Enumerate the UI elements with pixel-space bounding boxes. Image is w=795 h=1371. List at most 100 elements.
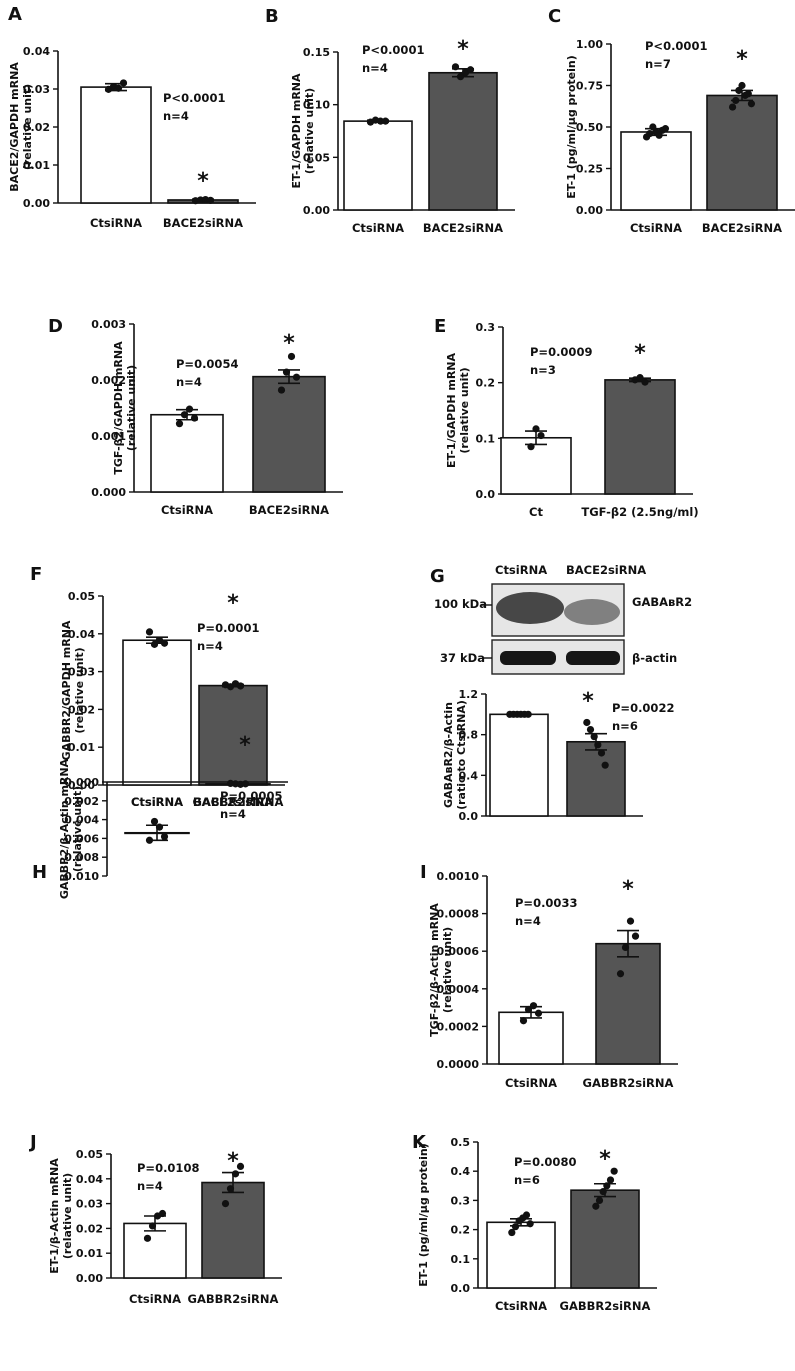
data-point	[728, 103, 737, 111]
y-axis-label: ET-1 (pg/ml/µg protein)	[565, 55, 578, 199]
blot-target-beta-actin: β-actin	[632, 651, 677, 665]
data-point	[231, 1170, 240, 1178]
data-point	[511, 1223, 520, 1231]
data-point	[451, 63, 460, 71]
p-value-label: P=0.0108	[137, 1161, 199, 1175]
y-tick-label: 0.03	[76, 1198, 103, 1211]
data-point	[158, 1209, 167, 1218]
blot-band-gababr2-kd	[564, 599, 620, 625]
blot-band-gababr2-ct	[496, 592, 564, 624]
y-axis-label: ET-1 (pg/ml/µg protein)	[417, 1143, 430, 1287]
data-point	[527, 443, 535, 451]
y-tick-label: 0.010	[64, 870, 99, 883]
chart-panel-c: 0.00 0.25 0.50 0.75 1.00 ET-1 (pg/ml/µg prote…	[565, 38, 795, 235]
data-point	[590, 733, 598, 741]
y-tick-label: 0.04	[23, 45, 50, 58]
y-tick-label: 0.0	[451, 1282, 471, 1295]
y-axis-label: (relative unit)	[61, 1173, 74, 1259]
y-axis-label: (relative unit)	[73, 647, 86, 733]
data-point	[621, 943, 630, 952]
bar-treatment	[198, 684, 268, 786]
y-tick-label: 0.02	[68, 703, 95, 716]
y-tick-label: 0.006	[64, 832, 99, 845]
blot-marker-37kda: 37 kDa	[440, 651, 485, 665]
x-category-label: CtsiRNA	[495, 1299, 547, 1313]
data-point	[287, 352, 296, 361]
panel-letter-h: H	[32, 862, 47, 883]
y-axis-label: (relative unit)	[303, 88, 316, 174]
data-point	[636, 374, 644, 382]
panel-letter-i: I	[420, 862, 427, 883]
y-tick-label: 0.0	[459, 810, 479, 823]
bar-treatment	[706, 94, 778, 211]
p-value-label: P<0.0001	[645, 39, 707, 53]
data-point	[592, 1202, 600, 1210]
y-tick-label: 0.3	[451, 1194, 471, 1207]
y-tick-label: 0.05	[303, 151, 330, 164]
bar-control	[150, 413, 224, 493]
y-axis-label: GABBR2/β-Actin mRNA	[58, 758, 71, 899]
n-label: n=4	[176, 375, 202, 389]
y-tick-label: 0.8	[459, 729, 479, 742]
significance-star: *	[227, 1149, 239, 1174]
y-tick-label: 0.25	[576, 163, 603, 176]
x-category-label: CtsiRNA	[90, 216, 142, 230]
data-point	[599, 1188, 607, 1196]
x-category-label: CtsiRNA	[131, 795, 183, 809]
x-category-label: GABBR2siRNA	[560, 1299, 651, 1313]
p-value-label: P<0.0001	[362, 43, 424, 57]
x-category-label: GABBR2siRNA	[193, 795, 284, 809]
y-tick-label: 0.0010	[437, 870, 480, 883]
data-point	[185, 405, 194, 413]
panel-letter-e: E	[434, 316, 446, 337]
significance-star: *	[599, 1147, 611, 1172]
y-tick-label: 0.00	[576, 204, 603, 217]
y-tick-label: 0.2	[476, 377, 496, 390]
y-axis-label: (relative unit)	[71, 786, 84, 872]
y-tick-label: 0.04	[68, 628, 95, 641]
bar-treatment	[566, 740, 626, 817]
x-category-label: BACE2siRNA	[423, 221, 503, 235]
y-tick-label: 0.3	[476, 321, 496, 334]
y-axis-label: ET-1/β-Actin mRNA	[48, 1158, 61, 1274]
n-label: n=4	[137, 1179, 163, 1193]
x-category-label: CtsiRNA	[129, 1292, 181, 1306]
y-axis-label: (ratio to CtsiRNA)	[455, 700, 468, 810]
p-value-label: P=0.0001	[197, 621, 259, 635]
data-point	[277, 386, 286, 394]
y-tick-label: 0.0006	[437, 945, 480, 958]
data-point	[282, 368, 291, 376]
data-point	[529, 1002, 538, 1010]
significance-star: *	[457, 37, 469, 62]
bar-treatment	[595, 942, 661, 1065]
y-tick-label: 0.0	[476, 488, 496, 501]
panel-letter-b: B	[265, 6, 279, 27]
n-label: n=4	[220, 807, 246, 821]
n-label: n=4	[362, 61, 388, 75]
panel-letter-f: F	[30, 564, 42, 585]
bar-control	[343, 120, 413, 211]
y-tick-label: 0.4	[459, 769, 479, 782]
y-tick-label: 0.15	[303, 46, 330, 59]
blot-target-gababr2: GABAʙR2	[632, 595, 692, 609]
x-category-label: CtsiRNA	[131, 795, 183, 809]
n-label: n=6	[612, 719, 638, 733]
panel-letter-g: G	[430, 566, 445, 587]
y-tick-label: 0.50	[576, 121, 603, 134]
data-point	[236, 682, 245, 690]
data-point	[519, 1017, 528, 1025]
y-tick-label: 0.00	[303, 204, 330, 217]
bar-control	[500, 436, 572, 495]
n-label: n=4	[163, 109, 189, 123]
data-point	[738, 81, 746, 90]
p-value-label: P=0.0009	[530, 345, 592, 359]
data-point	[114, 84, 123, 92]
y-axis-label: (relative unit)	[458, 367, 471, 453]
bar-control	[80, 86, 152, 204]
significance-star: *	[582, 689, 594, 714]
data-point	[603, 1182, 611, 1190]
bar-control	[486, 1221, 556, 1289]
bar-treatment	[428, 71, 498, 211]
y-tick-label: 0.02	[23, 121, 50, 134]
y-tick-label: 0.00	[76, 1272, 103, 1285]
